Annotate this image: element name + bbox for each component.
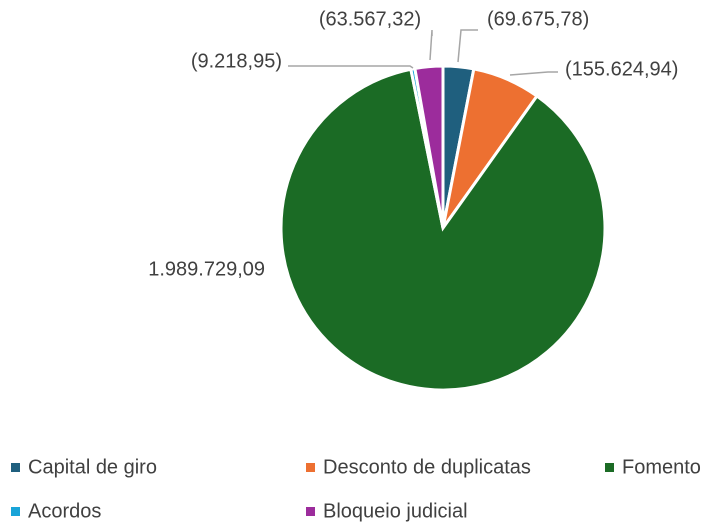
leader-line (429, 29, 433, 61)
data-label: (9.218,95) (191, 50, 282, 72)
legend-marker (11, 507, 20, 516)
data-label: (155.624,94) (565, 58, 678, 80)
leader-line (509, 71, 558, 76)
legend-marker (306, 507, 315, 516)
legend-label: Capital de giro (28, 456, 157, 478)
legend-label: Bloqueio judicial (323, 500, 468, 522)
legend-marker (605, 463, 614, 472)
leader-line (288, 65, 414, 69)
data-label: (63.567,32) (319, 8, 421, 30)
pie-slice (413, 64, 445, 229)
legend-marker (306, 463, 315, 472)
data-label: 1.989.729,09 (148, 258, 265, 280)
data-label: (69.675,78) (487, 8, 589, 30)
legend-label: Desconto de duplicatas (323, 456, 531, 478)
leader-line (457, 29, 478, 63)
legend-marker (11, 463, 20, 472)
legend-label: Fomento (622, 456, 701, 478)
pie-slice (279, 67, 607, 392)
legend-label: Acordos (28, 500, 101, 522)
